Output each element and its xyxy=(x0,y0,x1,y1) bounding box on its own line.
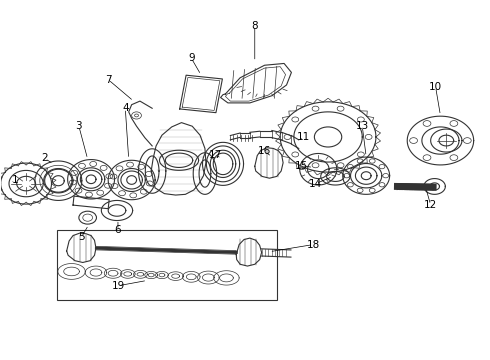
Text: 10: 10 xyxy=(429,82,442,92)
Text: 12: 12 xyxy=(424,200,437,210)
Text: 17: 17 xyxy=(209,150,222,160)
Text: 19: 19 xyxy=(111,281,124,291)
Text: 6: 6 xyxy=(115,225,121,235)
Text: 16: 16 xyxy=(258,146,271,156)
Bar xyxy=(57,230,277,300)
Text: 15: 15 xyxy=(294,161,308,171)
Text: 5: 5 xyxy=(78,232,85,242)
Text: 2: 2 xyxy=(41,153,48,163)
Text: 3: 3 xyxy=(75,121,82,131)
Text: 14: 14 xyxy=(309,179,322,189)
Text: 13: 13 xyxy=(356,121,369,131)
Text: 4: 4 xyxy=(122,103,128,113)
Text: 1: 1 xyxy=(12,175,19,185)
Text: 8: 8 xyxy=(251,21,258,31)
Text: 9: 9 xyxy=(188,53,195,63)
Text: 18: 18 xyxy=(307,239,320,249)
Text: 7: 7 xyxy=(105,75,112,85)
Text: 11: 11 xyxy=(297,132,310,142)
